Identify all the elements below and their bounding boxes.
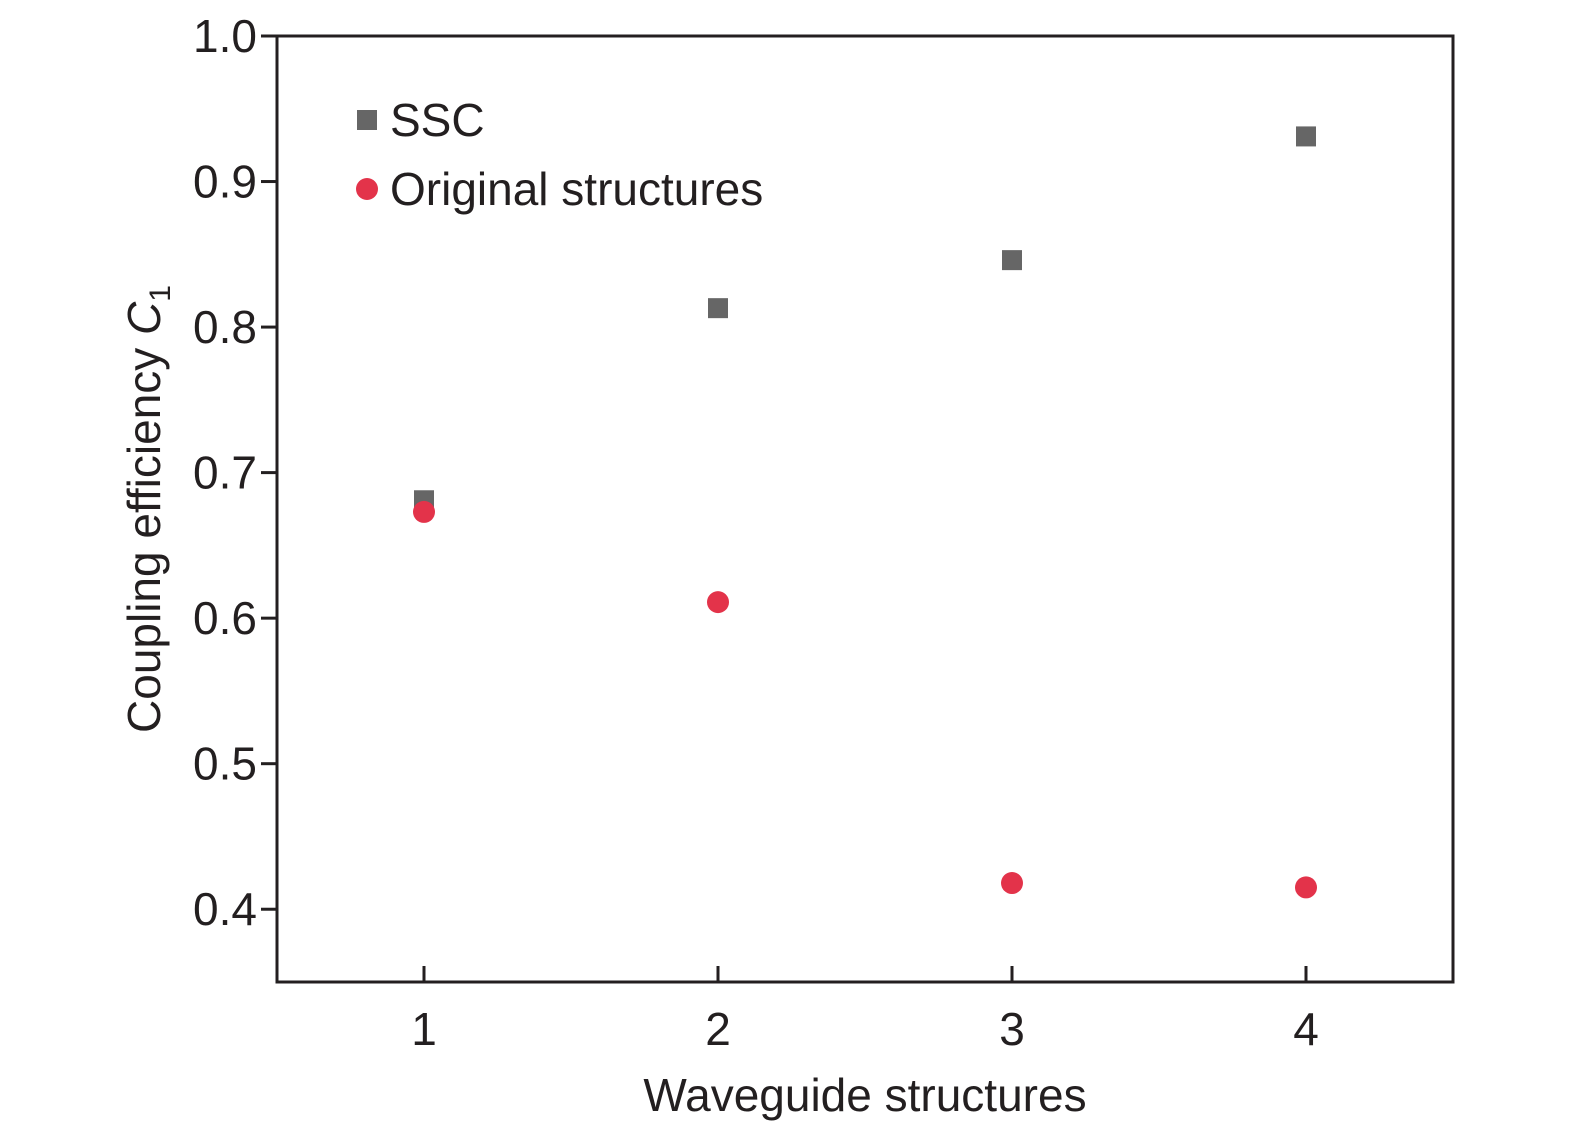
- plot-frame: [275, 34, 1455, 984]
- y-axis-label: Coupling efficiency C1: [118, 285, 177, 733]
- y-tick-label: 0.7: [193, 447, 257, 499]
- y-tick-label: 0.8: [193, 301, 257, 353]
- y-tick-label: 1.0: [193, 10, 257, 62]
- x-tick-label: 2: [705, 1003, 731, 1055]
- data-points: [413, 126, 1317, 899]
- ssc-point: [1002, 250, 1022, 271]
- original-structures-point: [707, 591, 729, 614]
- x-tick-label: 1: [411, 1003, 437, 1055]
- y-axis-ticks: 0.4 0.5 0.6 0.7 0.8 0.9 1.0: [193, 10, 277, 935]
- y-axis-label-var: C: [118, 301, 170, 335]
- y-tick-label: 0.5: [193, 738, 257, 790]
- ssc-point: [1296, 126, 1316, 147]
- x-axis-label: Waveguide structures: [643, 1069, 1086, 1121]
- y-tick-label: 0.9: [193, 156, 257, 208]
- legend: SSC Original structures: [356, 94, 763, 215]
- ssc-point: [708, 298, 728, 319]
- x-axis-ticks: 1 2 3 4: [411, 966, 1319, 1055]
- y-tick-label: 0.6: [193, 592, 257, 644]
- y-axis-label-sub: 1: [144, 285, 177, 302]
- y-axis-label-main: Coupling efficiency: [118, 335, 170, 733]
- legend-label: SSC: [390, 94, 485, 146]
- legend-ssc-marker: [357, 110, 377, 130]
- original-structures-point: [1001, 872, 1023, 895]
- original-structures-point: [1295, 876, 1317, 899]
- x-tick-label: 3: [999, 1003, 1025, 1055]
- legend-label: Original structures: [390, 163, 763, 215]
- y-tick-label: 0.4: [193, 883, 257, 935]
- legend-original-structures-marker: [356, 178, 378, 200]
- original-structures-point: [413, 500, 435, 523]
- x-tick-label: 4: [1293, 1003, 1319, 1055]
